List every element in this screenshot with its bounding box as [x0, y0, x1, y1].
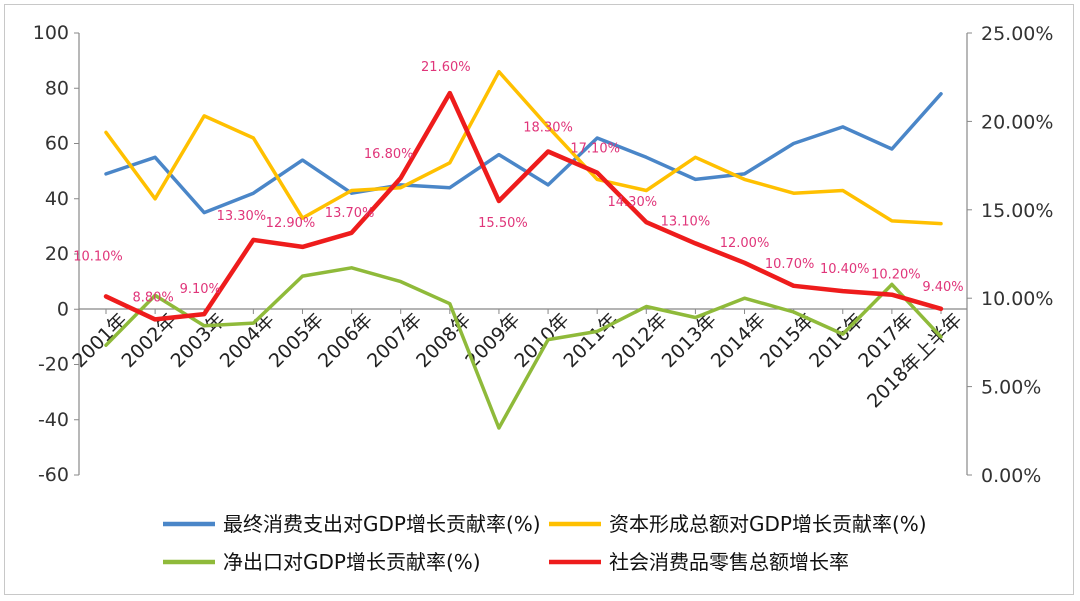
- data-label: 15.50%: [478, 216, 528, 231]
- y-tick-label: 20: [45, 243, 69, 265]
- data-label: 18.30%: [523, 120, 573, 135]
- legend-label: 净出口对GDP增长贡献率(%): [223, 550, 481, 574]
- chart-frame: 100 80 60 40 20 0 -20 -40 -60 25.00% 20.00% 15.00% 1…: [4, 4, 1074, 595]
- y-tick-label: -20: [38, 354, 69, 376]
- y2-tick-label: 10.00%: [981, 288, 1053, 310]
- data-label: 10.40%: [820, 262, 870, 277]
- y-tick-label: -40: [38, 409, 69, 431]
- y2-tick-label: 20.00%: [981, 111, 1053, 133]
- data-label: 16.80%: [364, 147, 414, 162]
- x-tick-label: 2007年: [363, 309, 426, 372]
- y2-tick-label: 25.00%: [981, 23, 1053, 45]
- x-tick-label: 2011年: [560, 309, 623, 372]
- data-label: 12.90%: [266, 216, 316, 231]
- line-chart: 100 80 60 40 20 0 -20 -40 -60 25.00% 20.00% 15.00% 1…: [33, 22, 1054, 574]
- series-line-1: [104, 69, 943, 226]
- x-tick-label: 2010年: [510, 309, 573, 372]
- y-tick-label: 60: [45, 133, 69, 155]
- data-label: 10.10%: [73, 249, 123, 264]
- y2-tick-label: 5.00%: [981, 377, 1041, 399]
- legend-label: 最终消费支出对GDP增长贡献率(%): [223, 512, 541, 536]
- x-tick-label: 2004年: [216, 309, 279, 372]
- data-label: 10.20%: [871, 268, 921, 283]
- legend-label: 社会消费品零售总额增长率: [609, 550, 849, 574]
- data-label: 10.70%: [765, 257, 815, 272]
- data-label: 13.70%: [325, 206, 375, 221]
- y-tick-label: -60: [38, 464, 69, 486]
- y2-tick-label: 15.00%: [981, 200, 1053, 222]
- series-line-2: [104, 266, 943, 430]
- data-label: 21.60%: [421, 60, 471, 75]
- data-label: 12.00%: [720, 236, 770, 251]
- y2-tick-label: 0.00%: [981, 465, 1041, 487]
- legend-label: 资本形成总额对GDP增长贡献率(%): [609, 512, 927, 536]
- x-tick-label: 2012年: [609, 309, 672, 372]
- data-label: 17.10%: [570, 142, 620, 157]
- data-label: 8.80%: [132, 290, 173, 305]
- x-tick-label: 2005年: [265, 309, 328, 372]
- data-label: 13.10%: [661, 214, 711, 229]
- data-label: 9.10%: [180, 282, 221, 297]
- series-line-3: [103, 90, 944, 322]
- y-tick-label: 40: [45, 188, 69, 210]
- data-label: 14.30%: [608, 195, 658, 210]
- x-tick-label: 2014年: [707, 309, 770, 372]
- series-line-0: [104, 92, 943, 215]
- y-tick-label: 0: [57, 298, 69, 320]
- data-label: 9.40%: [922, 280, 963, 295]
- y-tick-label: 100: [33, 22, 69, 44]
- x-tick-label: 2009年: [461, 309, 524, 372]
- x-tick-label: 2013年: [658, 309, 721, 372]
- x-tick-label: 2001年: [68, 309, 131, 372]
- data-label: 13.30%: [217, 209, 267, 224]
- x-tick-label: 2006年: [314, 309, 377, 372]
- y-tick-label: 80: [45, 77, 69, 99]
